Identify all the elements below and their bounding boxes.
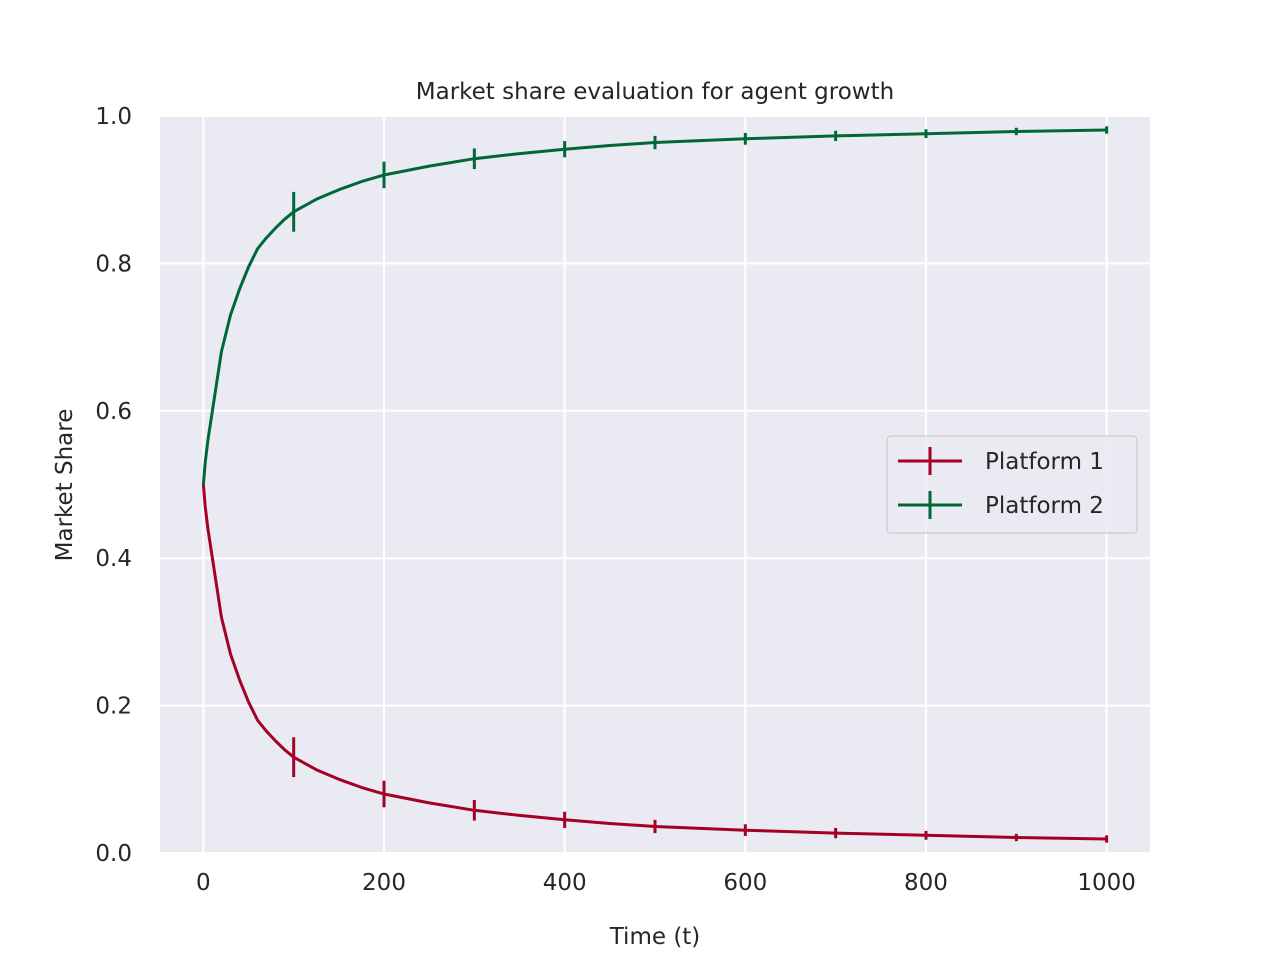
x-tick-label: 200 bbox=[362, 870, 406, 896]
y-tick-label: 0.8 bbox=[95, 251, 132, 277]
x-tick-label: 400 bbox=[543, 870, 587, 896]
y-axis-label: Market Share bbox=[52, 409, 78, 562]
y-tick-label: 0.4 bbox=[95, 546, 132, 572]
x-tick-label: 800 bbox=[904, 870, 948, 896]
tick-labels: 0 200 400 600 800 1000 0.0 0.2 0.4 0.6 0.8 1.0 bbox=[95, 104, 1135, 896]
x-tick-label: 600 bbox=[723, 870, 767, 896]
y-tick-label: 0.0 bbox=[95, 841, 132, 867]
grid-lines bbox=[160, 115, 1150, 854]
x-axis-label: Time (t) bbox=[609, 924, 701, 950]
series-line-platform-1 bbox=[201, 484, 1107, 841]
legend: Platform 1 Platform 2 bbox=[886, 435, 1138, 534]
legend-label-platform-1: Platform 1 bbox=[985, 449, 1104, 475]
y-tick-label: 0.2 bbox=[95, 694, 132, 720]
series-layer bbox=[201, 126, 1109, 843]
legend-label-platform-2: Platform 2 bbox=[985, 493, 1104, 519]
chart-title: Market share evaluation for agent growth bbox=[416, 79, 894, 105]
x-tick-label: 1000 bbox=[1077, 870, 1136, 896]
x-tick-label: 0 bbox=[196, 870, 211, 896]
y-tick-label: 1.0 bbox=[95, 104, 132, 130]
y-tick-label: 0.6 bbox=[95, 399, 132, 425]
series-line-platform-2 bbox=[201, 128, 1107, 485]
